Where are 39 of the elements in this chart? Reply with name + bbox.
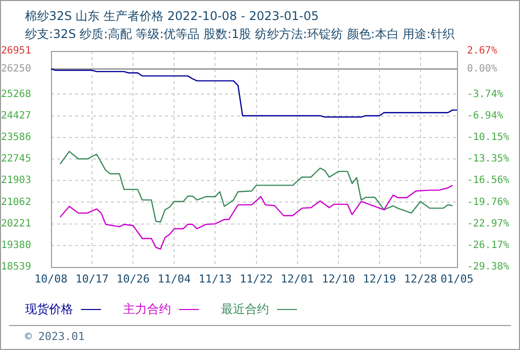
legend-label: 主力合约 xyxy=(123,301,171,318)
chart-title: 棉纱32S 山东 生产者价格 2022-10-08 - 2023-01-05 xyxy=(25,8,319,25)
y2-tick-label: -3.74% xyxy=(467,88,504,100)
y2-tick-label: -19.76% xyxy=(467,196,510,208)
y-tick-label: 18539 xyxy=(1,262,32,273)
text: © 2023.01 xyxy=(25,330,85,343)
y2-tick-label: -6.94% xyxy=(467,110,504,122)
x-tick-label: 10/08 xyxy=(34,272,68,286)
x-tick-label: 11/13 xyxy=(198,272,232,286)
y-tick-label: 19380 xyxy=(1,240,32,251)
x-tick-label: 12/10 xyxy=(322,272,355,286)
y-tick-label: 22745 xyxy=(1,154,32,165)
x-tick-label: 01/05 xyxy=(440,272,474,286)
y-tick-label: 20221 xyxy=(1,218,32,230)
y2-tick-label: 0.00% xyxy=(467,64,498,75)
y2-tick-label: -29.38% xyxy=(467,262,510,273)
y-tick-label: 23586 xyxy=(1,132,32,143)
x-tick-label: 10/17 xyxy=(75,272,109,286)
x-tick-label: 11/04 xyxy=(158,272,192,286)
y-tick-label: 26951 xyxy=(1,46,32,57)
y-tick-label: 26250 xyxy=(1,64,32,75)
y2-tick-label: 2.67% xyxy=(467,46,498,57)
y-tick-label: 21903 xyxy=(1,175,32,186)
y-tick-label: 24427 xyxy=(1,110,32,122)
y2-tick-label: -10.15% xyxy=(467,132,510,143)
legend-label: 现货价格 xyxy=(25,301,73,318)
x-tick-label: 12/28 xyxy=(404,272,438,286)
x-tick-label: 10/26 xyxy=(116,272,150,286)
x-tick-label: 12/19 xyxy=(362,272,396,286)
y2-tick-label: -22.97% xyxy=(467,218,510,230)
chart-subtitle: 纱支:32S 纱质:高配 等级:优等品 股数:1股 纺纱方法:环锭纺 颜色:本白 用途:针织 xyxy=(25,26,455,43)
y2-tick-label: -13.35% xyxy=(467,154,510,165)
y2-tick-label: -26.17% xyxy=(467,240,510,251)
y-tick-label: 25268 xyxy=(1,88,32,100)
x-tick-label: 11/22 xyxy=(240,272,273,286)
y-tick-label: 21062 xyxy=(1,196,32,208)
y2-tick-label: -16.56% xyxy=(467,175,510,186)
x-tick-label: 12/01 xyxy=(280,272,314,286)
legend-label: 最近合约 xyxy=(221,301,269,318)
